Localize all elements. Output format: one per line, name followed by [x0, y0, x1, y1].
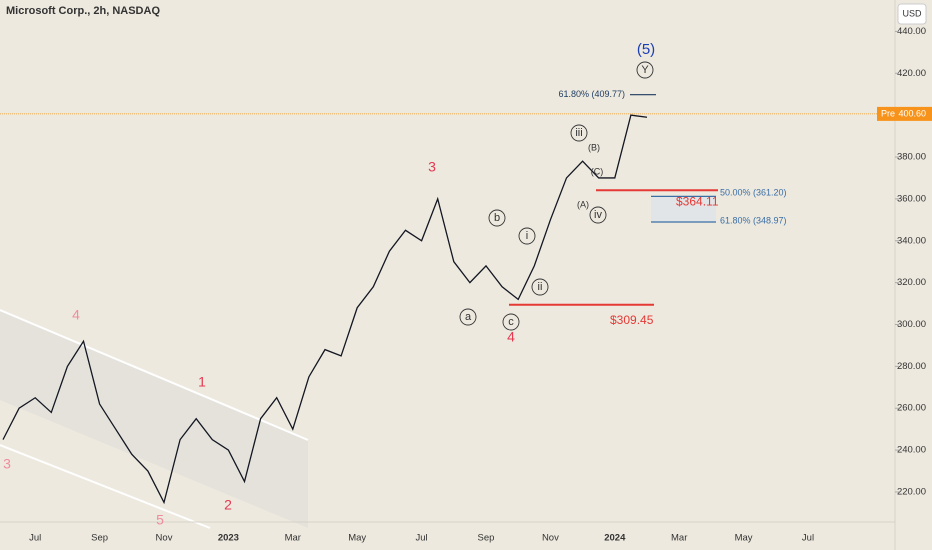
level-label: 61.80% (348.97) [720, 215, 787, 225]
wave-label: 3 [3, 456, 11, 472]
x-tick-label: Nov [156, 533, 173, 544]
y-tick-label: 440.00 [897, 26, 926, 37]
x-tick-label: 2024 [604, 533, 626, 544]
y-tick-label: 340.00 [897, 235, 926, 246]
wave-label: 2 [224, 497, 232, 513]
wave-label: b [494, 212, 500, 224]
wave-circle [459, 308, 477, 326]
wave-label: Y [641, 64, 649, 76]
wave-circle [531, 278, 549, 296]
wave-label: 1 [198, 374, 206, 390]
wave-label: (5) [637, 41, 655, 58]
y-tick-label: 360.00 [897, 193, 926, 204]
y-tick-label: 420.00 [897, 68, 926, 79]
wave-label: (A) [577, 199, 589, 209]
price-tag-name: Pre [881, 108, 895, 118]
wave-label: ii [538, 281, 543, 293]
level-label: $309.45 [610, 313, 654, 327]
y-tick-label: 300.00 [897, 319, 926, 330]
wave-label: 4 [72, 307, 80, 323]
wave-label: i [526, 230, 528, 242]
wave-label: (B) [588, 142, 600, 152]
price-tag-value: 400.60 [898, 108, 926, 118]
wave-circle [636, 61, 654, 79]
level-label: $364.11 [676, 194, 719, 208]
y-tick-label: 280.00 [897, 361, 926, 372]
currency-label[interactable]: USD [902, 8, 922, 18]
y-tick-label: 240.00 [897, 445, 926, 456]
wave-label: iv [594, 209, 602, 221]
x-tick-label: Sep [478, 533, 495, 544]
x-tick-label: Jul [802, 533, 814, 544]
x-tick-label: May [735, 533, 753, 544]
price-tag-box [877, 106, 932, 121]
wave-label: 4 [507, 329, 515, 345]
chart-title: Microsoft Corp., 2h, NASDAQ [6, 5, 160, 17]
wave-label: 5 [156, 512, 164, 528]
x-tick-label: Nov [542, 533, 559, 544]
channel [0, 310, 308, 528]
y-tick-label: 380.00 [897, 152, 926, 163]
level-label: 61.80% (409.77) [558, 89, 625, 99]
wave-circle [570, 124, 588, 142]
wave-circle [488, 209, 506, 227]
channel-line [0, 309, 309, 441]
wave-label: c [508, 316, 514, 328]
x-tick-label: Mar [285, 533, 301, 544]
fib-zone [651, 196, 716, 222]
x-tick-label: 2023 [218, 533, 239, 544]
currency-button[interactable] [897, 3, 927, 25]
wave-circle [589, 206, 607, 224]
y-tick-label: 260.00 [897, 403, 926, 414]
level-label: 50.00% (361.20) [720, 188, 787, 198]
wave-label: a [465, 311, 472, 323]
wave-circle [502, 313, 520, 331]
x-tick-label: Sep [91, 533, 108, 544]
wave-label: 3 [428, 159, 436, 175]
wave-circle [518, 227, 536, 245]
x-tick-label: Mar [671, 533, 687, 544]
channel-line [0, 444, 211, 529]
wave-label: iii [575, 127, 582, 139]
x-tick-label: Jul [29, 533, 41, 544]
price-line-series [2, 114, 648, 505]
wave-label: (C) [591, 166, 604, 176]
x-tick-label: May [348, 533, 366, 544]
y-tick-label: 220.00 [897, 486, 926, 497]
y-tick-label: 320.00 [897, 277, 926, 288]
x-tick-label: Jul [416, 533, 428, 544]
